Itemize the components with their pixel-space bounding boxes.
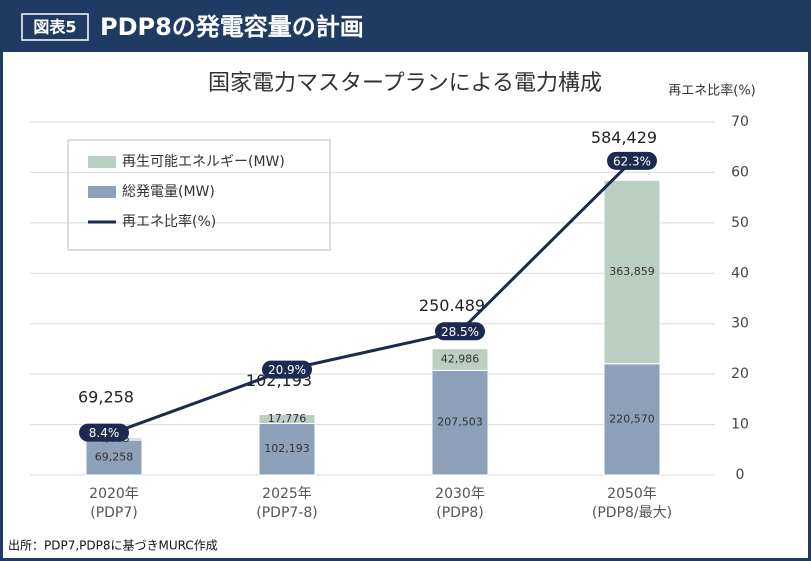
ratio-label: 62.3% [613, 154, 651, 168]
legend-marker [88, 186, 116, 198]
bar-segment [603, 179, 661, 365]
x-tick-label: 2025年 [262, 486, 312, 502]
bar-segment [431, 369, 489, 476]
segment-label: 207,503 [437, 416, 483, 429]
x-tick-label: (PDP7-8) [256, 505, 317, 521]
header-title: PDP8の発電容量の計画 [100, 13, 364, 41]
bar-segment [258, 414, 316, 424]
x-tick-label: 2030年 [435, 486, 485, 502]
x-tick-label: (PDP8/最大) [592, 505, 672, 521]
x-tick-label: (PDP7) [90, 505, 138, 521]
y2-tick-label: 50 [731, 215, 749, 231]
header-band [0, 0, 811, 52]
badge: 図表5 [33, 18, 76, 37]
total-label: 69,258 [78, 388, 134, 407]
segment-label: 17,776 [268, 412, 307, 425]
y2-tick-label: 10 [731, 417, 749, 433]
x-tick-label: (PDP8) [436, 505, 484, 521]
segment-label: 102,193 [264, 442, 310, 455]
y2-tick-label: 30 [731, 316, 749, 332]
y2-tick-label: 60 [731, 164, 749, 180]
bar-segment [603, 363, 661, 476]
legend-label: 総発電量(MW) [122, 184, 215, 200]
x-tick-label: 2050年 [607, 486, 657, 502]
x-tick-label: 2020年 [89, 486, 139, 502]
chart-title: 国家電力マスタープランによる電力構成 [208, 71, 602, 96]
y2-tick-label: 20 [731, 366, 749, 382]
badge-box [21, 13, 89, 41]
ratio-line [113, 159, 634, 435]
y2-tick-label: 70 [731, 114, 749, 130]
bar-segment [258, 422, 316, 476]
ratio-label: 28.5% [441, 325, 479, 339]
ratio-pill [435, 322, 485, 341]
ratio-label: 20.9% [268, 363, 306, 377]
segment-label: 42,986 [441, 353, 480, 366]
segment-label: 220,570 [609, 412, 655, 425]
legend-label: 再生可能エネルギー(MW) [122, 154, 285, 170]
segment-label: 363,859 [609, 265, 655, 278]
legend-label: 再エネ比率(%) [122, 213, 216, 230]
segment-label: 69,258 [95, 451, 134, 464]
ratio-pill [262, 360, 312, 379]
ratio-label: 8.4% [89, 426, 120, 440]
ratio-pill [79, 423, 129, 442]
bar-segment [431, 348, 489, 371]
source: 出所：PDP7,PDP8に基づきMURC作成 [8, 539, 218, 553]
y2-tick-label: 40 [731, 265, 749, 281]
total-label: 250.489 [419, 296, 485, 315]
y2-tick-label: 0 [736, 467, 745, 483]
total-label: 584,429 [591, 128, 657, 147]
legend-marker [88, 156, 116, 168]
ratio-pill [607, 151, 657, 170]
y2-axis-label: 再エネ比率(%) [668, 83, 756, 99]
